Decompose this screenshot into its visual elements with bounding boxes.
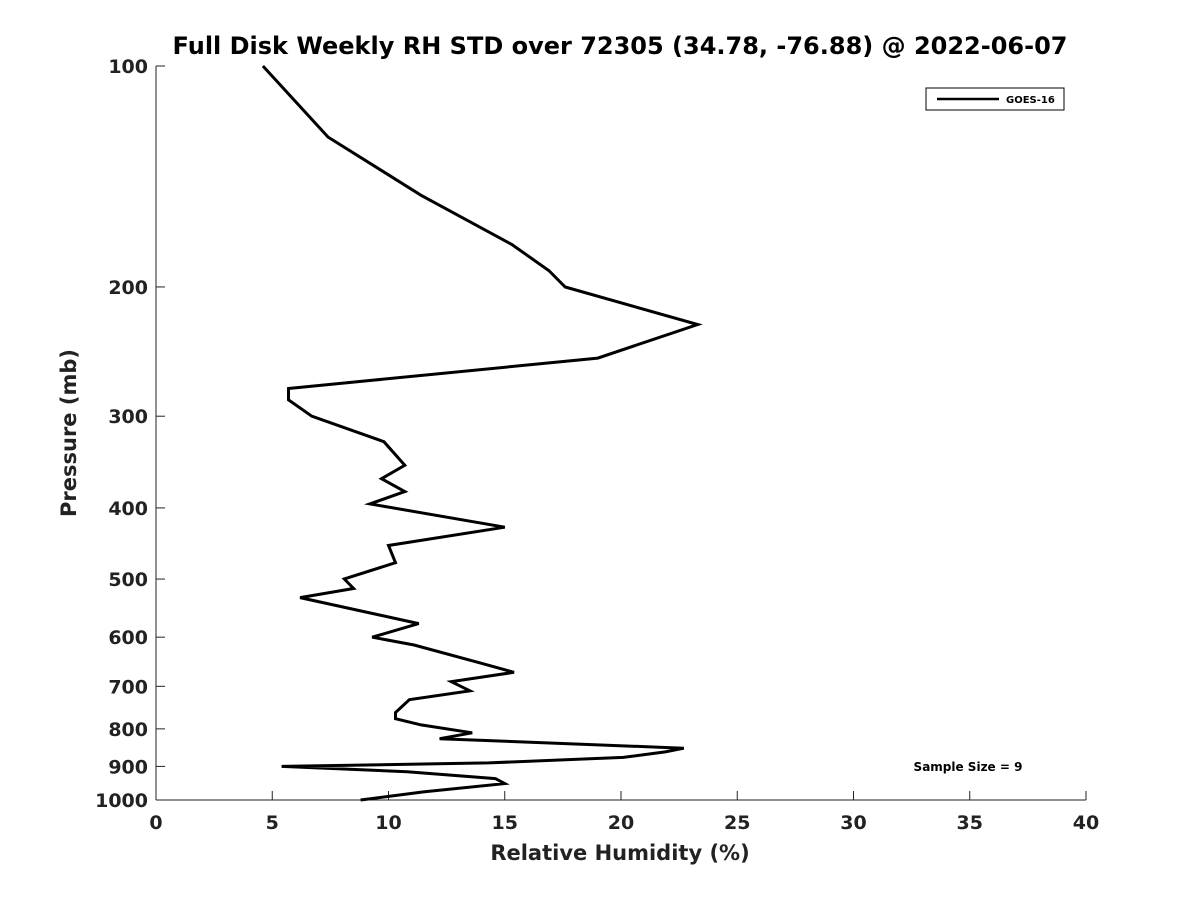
y-tick-label: 400 xyxy=(108,498,148,520)
x-tick-label: 30 xyxy=(840,812,866,834)
y-tick-label: 600 xyxy=(108,627,148,649)
y-tick-label: 500 xyxy=(108,569,148,591)
series-line-goes-16 xyxy=(261,64,703,802)
x-tick-label: 10 xyxy=(375,812,401,834)
legend: GOES-16 xyxy=(925,87,1065,111)
x-tick-label: 35 xyxy=(957,812,983,834)
x-tick-label: 40 xyxy=(1073,812,1099,834)
series-layer xyxy=(261,64,703,802)
legend-label-goes-16: GOES-16 xyxy=(1006,95,1055,106)
y-tick-label: 1000 xyxy=(95,790,148,812)
x-axis-label: Relative Humidity (%) xyxy=(490,841,749,865)
chart-title: Full Disk Weekly RH STD over 72305 (34.7… xyxy=(173,32,1068,60)
x-tick-label: 5 xyxy=(266,812,279,834)
x-tick-label: 25 xyxy=(724,812,750,834)
y-axis-ticks: 100 200 300 400 500 600 700 800 900 1000 xyxy=(95,56,165,812)
x-tick-label: 15 xyxy=(492,812,518,834)
y-tick-label: 800 xyxy=(108,719,148,741)
y-tick-label: 700 xyxy=(108,676,148,698)
sample-size-annotation: Sample Size = 9 xyxy=(914,760,1023,774)
x-tick-label: 0 xyxy=(149,812,162,834)
y-tick-label: 200 xyxy=(108,277,148,299)
y-tick-label: 900 xyxy=(108,756,148,778)
y-tick-label: 300 xyxy=(108,406,148,428)
x-tick-label: 20 xyxy=(608,812,634,834)
x-axis-ticks: 0 5 10 15 20 25 30 35 40 xyxy=(149,791,1099,834)
y-tick-label: 100 xyxy=(108,56,148,78)
y-axis-label: Pressure (mb) xyxy=(57,349,81,517)
